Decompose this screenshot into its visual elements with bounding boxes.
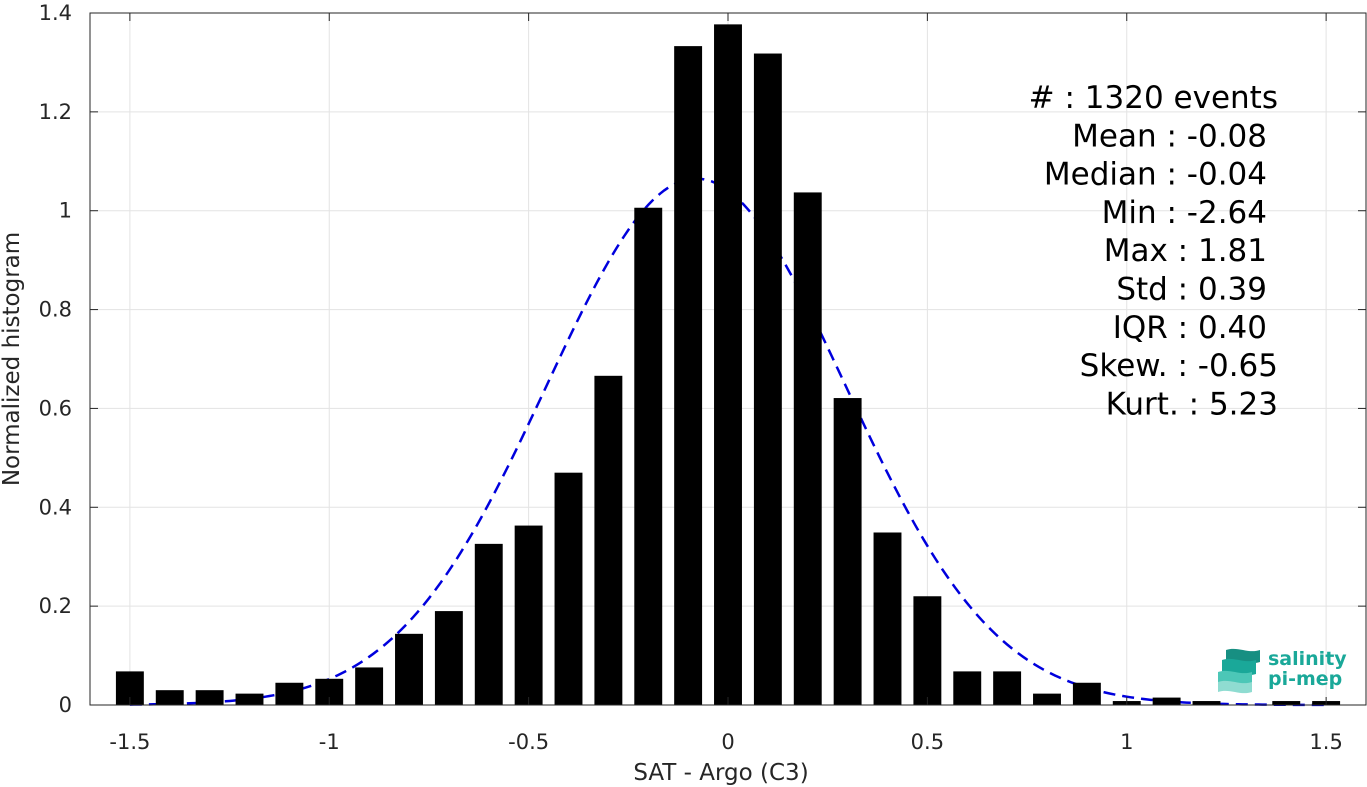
x-tick-label: 1.5 bbox=[1309, 730, 1342, 754]
y-tick-label: 0.6 bbox=[39, 396, 72, 420]
histogram-bar bbox=[275, 682, 304, 705]
histogram-bar bbox=[594, 375, 623, 705]
y-tick-label: 1.2 bbox=[39, 100, 72, 124]
histogram-bar bbox=[514, 525, 543, 705]
x-tick-label: 1 bbox=[1120, 730, 1133, 754]
y-tick-label: 1 bbox=[59, 199, 72, 223]
histogram-bar bbox=[195, 690, 224, 705]
histogram-bar bbox=[395, 633, 423, 705]
x-tick-label: 0.5 bbox=[911, 730, 944, 754]
histogram-bar bbox=[674, 46, 703, 706]
histogram-bar bbox=[714, 24, 742, 705]
y-tick-label: 0.4 bbox=[39, 495, 72, 519]
histogram-bar bbox=[155, 690, 184, 705]
histogram-bar bbox=[873, 532, 902, 705]
wave-logo-icon bbox=[1218, 648, 1260, 694]
histogram-bar bbox=[993, 671, 1022, 705]
x-tick-label: -0.5 bbox=[508, 730, 549, 754]
y-tick-label: 1.4 bbox=[39, 1, 72, 25]
histogram-bar bbox=[793, 192, 822, 705]
stat-line: Mean : -0.08 bbox=[1072, 118, 1267, 154]
x-ticks: -1.5 -1 -0.5 0 0.5 1 1.5 bbox=[109, 13, 1343, 754]
histogram-bar bbox=[235, 693, 264, 705]
y-ticks: 0 0.2 0.4 0.6 0.8 1 1.2 1.4 bbox=[39, 1, 1366, 717]
stat-line: Max : 1.81 bbox=[1104, 233, 1267, 269]
stat-line: # : 1320 events bbox=[1029, 80, 1278, 116]
histogram-bar bbox=[434, 611, 463, 705]
stat-line: Std : 0.39 bbox=[1116, 272, 1267, 308]
x-axis-label: SAT - Argo (C3) bbox=[633, 760, 808, 786]
histogram-bar bbox=[634, 207, 663, 705]
histogram-bar bbox=[474, 543, 503, 705]
salinity-pimep-logo: salinity pi-mep bbox=[1216, 646, 1347, 694]
histogram-bar bbox=[1033, 693, 1061, 705]
x-tick-label: 0 bbox=[721, 730, 734, 754]
histogram-bar bbox=[753, 53, 782, 705]
histogram-bar bbox=[355, 667, 384, 705]
logo-line1: salinity bbox=[1268, 648, 1347, 670]
histogram-bar bbox=[1152, 697, 1181, 705]
histogram-bar bbox=[833, 398, 862, 705]
y-tick-label: 0 bbox=[59, 693, 72, 717]
histogram-bar bbox=[913, 596, 942, 705]
stat-line: Min : -2.64 bbox=[1102, 195, 1267, 231]
histogram-bar bbox=[953, 671, 982, 705]
y-axis-label: Normalized histogram bbox=[0, 232, 25, 486]
x-tick-label: -1.5 bbox=[109, 730, 150, 754]
histogram-bar bbox=[1192, 701, 1221, 705]
stat-line: Median : -0.04 bbox=[1044, 157, 1267, 193]
histogram-bar bbox=[1072, 682, 1101, 705]
stat-line: Kurt. : 5.23 bbox=[1106, 386, 1278, 422]
y-tick-label: 0.8 bbox=[39, 298, 72, 322]
histogram-bar bbox=[1272, 701, 1301, 705]
x-tick-label: -1 bbox=[319, 730, 340, 754]
histogram-bar bbox=[554, 472, 583, 705]
stat-line: Skew. : -0.65 bbox=[1080, 348, 1278, 384]
y-tick-label: 0.2 bbox=[39, 594, 72, 618]
stat-line: IQR : 0.40 bbox=[1113, 310, 1267, 346]
bars bbox=[115, 24, 1341, 706]
logo-line2: pi-mep bbox=[1268, 668, 1343, 690]
